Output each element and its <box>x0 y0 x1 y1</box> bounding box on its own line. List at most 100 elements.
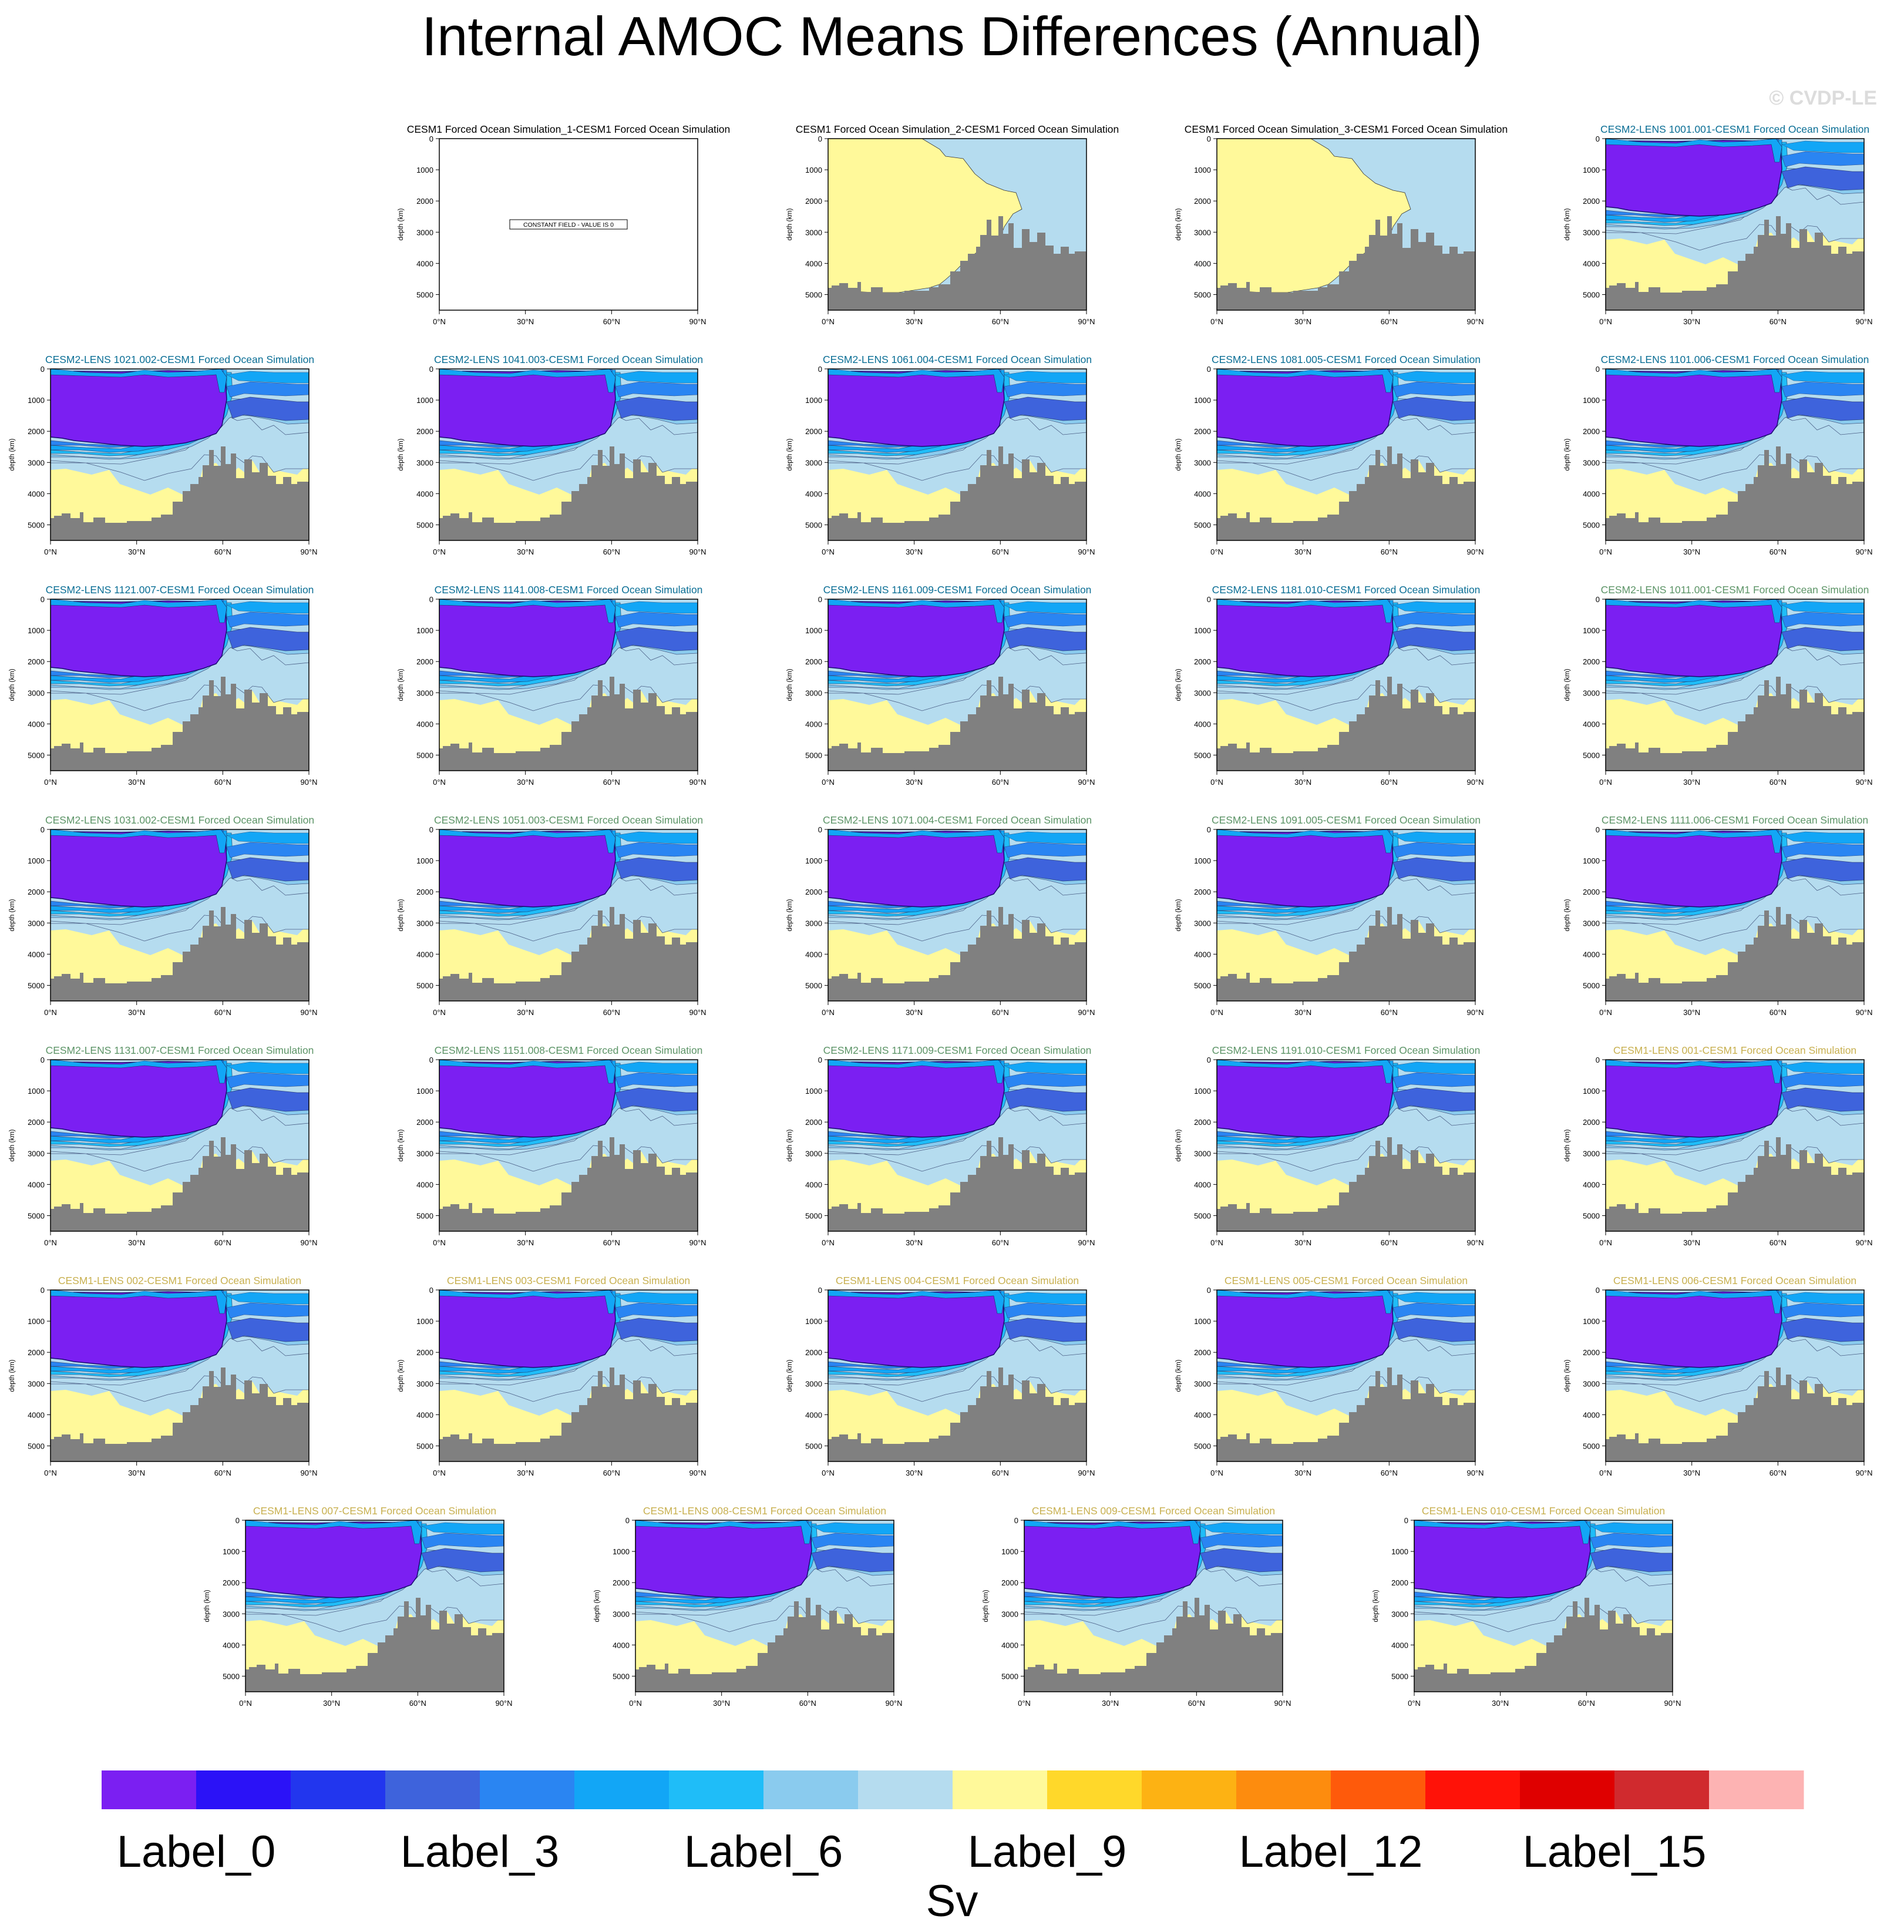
amoc-panel: CESM1-LENS 005-CESM1 Forced Ocean Simula… <box>1175 1275 1484 1477</box>
bathymetry-mask <box>828 1137 1086 1231</box>
bathymetry-mask <box>439 1367 698 1461</box>
contour-band <box>1392 381 1475 398</box>
amoc-panel: CESM1-LENS 007-CESM1 Forced Ocean Simula… <box>204 1505 513 1708</box>
y-tick-label: 2000 <box>28 1118 45 1127</box>
x-tick-label: 60°N <box>1770 317 1787 326</box>
plot-area <box>828 829 1086 1001</box>
overturning-cell <box>439 369 616 447</box>
plot-frame <box>1216 1059 1476 1232</box>
y-tick-label: 1000 <box>1583 856 1600 865</box>
y-axis-label: depth (km) <box>9 899 16 931</box>
panel-title: CESM1-LENS 003-CESM1 Forced Ocean Simula… <box>447 1275 690 1286</box>
x-tick-label: 0°N <box>433 1238 446 1247</box>
y-tick-label: 3000 <box>805 688 822 697</box>
y-axis-label: depth (km) <box>1373 1590 1380 1622</box>
y-tick-label: 5000 <box>223 1672 240 1681</box>
y-tick-label: 2000 <box>28 1348 45 1357</box>
y-axis-label: depth (km) <box>398 668 405 701</box>
y-tick-label: 2000 <box>613 1578 630 1587</box>
contour-band <box>1004 397 1086 421</box>
y-tick-label: 4000 <box>1194 259 1211 268</box>
colorbar: Label_0 Label_3 Label_6 Label_9 Label_12 Labe… <box>102 1770 1804 1926</box>
x-tick-label: 30°N <box>1294 317 1311 326</box>
panel-title: CESM2-LENS 1181.010-CESM1 Forced Ocean S… <box>1212 584 1481 596</box>
plot-frame <box>1216 138 1476 311</box>
y-tick-label: 0 <box>1596 595 1600 604</box>
contour-band <box>615 611 698 628</box>
contour-band <box>1392 1292 1475 1305</box>
surface-rim <box>828 829 1005 854</box>
x-tick-label: 90°N <box>300 1008 317 1017</box>
plot-frame <box>1605 138 1865 311</box>
contour-band <box>1004 857 1086 882</box>
amoc-panel: CESM1-LENS 008-CESM1 Forced Ocean Simula… <box>594 1505 903 1708</box>
surface-rim <box>439 599 616 623</box>
plot-area <box>1606 1290 1864 1461</box>
x-tick-label: 60°N <box>603 1008 620 1017</box>
panel-title: CESM1-LENS 008-CESM1 Forced Ocean Simula… <box>643 1505 886 1517</box>
x-tick-label: 30°N <box>517 1469 534 1477</box>
plot-area <box>51 1060 309 1231</box>
x-tick-label: 90°N <box>300 1238 317 1247</box>
y-tick-label: 3000 <box>1194 458 1211 467</box>
x-tick-label: 30°N <box>1683 1008 1700 1017</box>
y-tick-label: 5000 <box>28 751 45 760</box>
x-tick-label: 30°N <box>713 1699 730 1708</box>
plot-frame <box>1414 1520 1673 1692</box>
y-tick-label: 4000 <box>613 1641 630 1649</box>
panel-title: CESM2-LENS 1031.002-CESM1 Forced Ocean S… <box>45 814 314 826</box>
plot-frame <box>439 138 698 311</box>
y-tick-label: 1000 <box>1194 626 1211 635</box>
bathymetry-mask <box>439 446 698 540</box>
panel-title: CESM2-LENS 1161.009-CESM1 Forced Ocean S… <box>823 584 1092 596</box>
overturning-cell <box>245 1521 422 1598</box>
contour-band <box>1781 857 1864 882</box>
bathymetry-mask <box>51 677 309 771</box>
contour-band <box>1392 857 1475 882</box>
x-tick-label: 60°N <box>992 1008 1009 1017</box>
y-tick-label: 1000 <box>1194 166 1211 174</box>
contour-band <box>1590 1522 1673 1535</box>
overturning-cell <box>828 1060 1005 1138</box>
y-tick-label: 4000 <box>1001 1641 1018 1649</box>
y-tick-label: 5000 <box>1583 1442 1600 1450</box>
colorbar-swatch <box>385 1770 480 1809</box>
y-axis-label: depth (km) <box>1175 1129 1182 1161</box>
y-tick-label: 0 <box>818 365 822 374</box>
y-tick-label: 2000 <box>28 657 45 666</box>
x-tick-label: 60°N <box>992 1238 1009 1247</box>
overturning-cell <box>1606 600 1782 677</box>
y-tick-label: 0 <box>429 365 433 374</box>
figure-title: Internal AMOC Means Differences (Annual) <box>422 5 1482 67</box>
y-tick-label: 0 <box>1207 1286 1211 1295</box>
y-tick-label: 2000 <box>1583 1118 1600 1127</box>
x-tick-label: 30°N <box>517 1238 534 1247</box>
contour-band <box>1781 601 1864 614</box>
x-tick-label: 30°N <box>1683 778 1700 787</box>
x-tick-label: 30°N <box>906 1469 923 1477</box>
colorbar-swatch <box>1142 1770 1237 1809</box>
y-tick-label: 5000 <box>1583 290 1600 299</box>
panel-title: CESM2-LENS 1041.003-CESM1 Forced Ocean S… <box>434 354 703 365</box>
amoc-panel: CESM1 Forced Ocean Simulation_2-CESM1 Fo… <box>786 123 1119 326</box>
panel-title: CESM2-LENS 1101.006-CESM1 Forced Ocean S… <box>1601 354 1869 365</box>
panel-title: CESM1-LENS 009-CESM1 Forced Ocean Simula… <box>1032 1505 1275 1517</box>
y-tick-label: 4000 <box>416 950 433 959</box>
x-tick-label: 0°N <box>822 317 835 326</box>
x-tick-label: 30°N <box>906 547 923 556</box>
bathymetry-mask <box>439 1137 698 1231</box>
bathymetry-mask <box>439 677 698 771</box>
colorbar-swatch <box>1236 1770 1331 1809</box>
contour-band <box>1392 627 1475 651</box>
y-tick-label: 3000 <box>416 458 433 467</box>
surface-rim <box>51 1060 227 1084</box>
contour-band <box>1392 1061 1475 1074</box>
plot-frame <box>827 1289 1087 1462</box>
y-axis-label: depth (km) <box>1175 1359 1182 1392</box>
y-tick-label: 0 <box>1014 1516 1018 1525</box>
contour-band <box>615 627 698 651</box>
contour-band <box>1004 831 1086 844</box>
bathymetry-mask <box>828 216 1086 310</box>
plot-frame <box>1216 1289 1476 1462</box>
y-tick-label: 0 <box>1207 825 1211 834</box>
